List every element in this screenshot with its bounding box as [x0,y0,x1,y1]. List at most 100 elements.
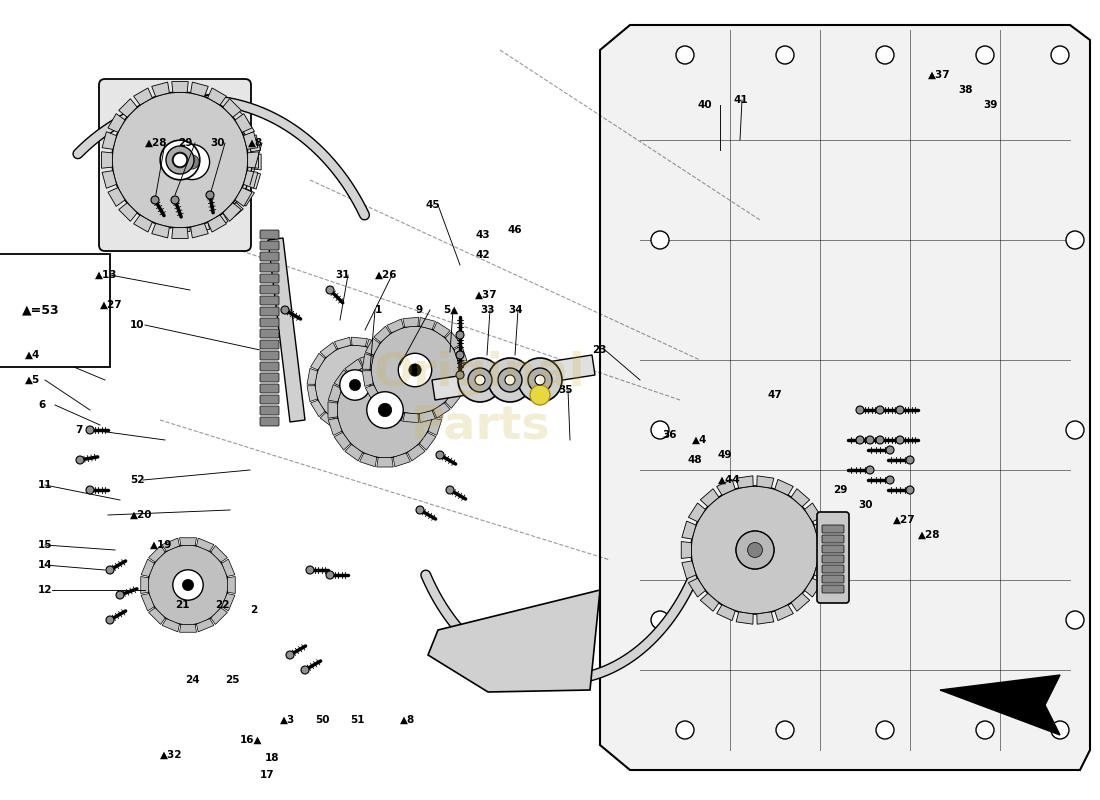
Text: 23: 23 [592,345,606,355]
Polygon shape [123,172,136,189]
Polygon shape [681,542,692,558]
Circle shape [498,368,522,392]
Text: ▲4: ▲4 [25,350,41,360]
Polygon shape [141,594,154,611]
Polygon shape [248,152,258,168]
Text: ▲20: ▲20 [130,510,153,520]
Circle shape [458,358,502,402]
Text: 30: 30 [210,138,224,148]
Circle shape [350,379,361,390]
FancyBboxPatch shape [260,329,279,338]
Polygon shape [320,342,337,358]
Polygon shape [119,98,138,118]
Polygon shape [600,25,1090,770]
Text: 46: 46 [508,225,522,235]
Polygon shape [334,433,351,450]
Polygon shape [433,322,450,337]
Polygon shape [454,346,466,362]
Polygon shape [223,98,241,118]
Polygon shape [701,594,719,611]
FancyBboxPatch shape [260,307,279,316]
Circle shape [535,375,544,385]
Polygon shape [235,188,252,206]
Polygon shape [133,215,152,232]
Circle shape [86,426,94,434]
Polygon shape [736,612,754,624]
Polygon shape [362,370,373,386]
Text: ▲26: ▲26 [375,270,397,280]
Circle shape [896,436,904,444]
Circle shape [371,326,459,414]
Polygon shape [395,377,403,393]
Circle shape [1050,46,1069,64]
Text: ▲32: ▲32 [160,750,183,760]
Circle shape [456,331,464,339]
Circle shape [1050,721,1069,739]
Circle shape [280,306,289,314]
Polygon shape [689,503,705,522]
Circle shape [736,531,774,569]
Text: 7: 7 [75,425,82,435]
Polygon shape [252,154,261,170]
Polygon shape [148,608,165,625]
Polygon shape [345,359,363,375]
Polygon shape [377,353,393,362]
Polygon shape [108,188,125,206]
Polygon shape [351,424,367,433]
Text: 16▲: 16▲ [240,735,263,745]
Polygon shape [757,612,774,624]
Polygon shape [804,578,822,597]
Text: ▲8: ▲8 [400,715,416,725]
Circle shape [876,436,884,444]
Polygon shape [108,114,125,132]
Circle shape [468,368,492,392]
Circle shape [736,531,773,569]
Polygon shape [211,608,228,625]
Polygon shape [101,152,112,168]
Circle shape [976,46,994,64]
Circle shape [876,721,894,739]
Circle shape [651,421,669,439]
Text: 42: 42 [475,250,490,260]
Polygon shape [174,220,190,231]
Circle shape [173,570,204,600]
Polygon shape [141,577,149,594]
Polygon shape [804,503,822,522]
Polygon shape [374,398,390,414]
Circle shape [530,385,550,405]
Polygon shape [320,413,337,428]
Circle shape [856,406,864,414]
Polygon shape [239,189,254,206]
Polygon shape [179,624,197,632]
Circle shape [301,666,309,674]
Polygon shape [307,369,318,384]
Polygon shape [701,489,719,506]
Circle shape [856,436,864,444]
Circle shape [112,92,248,228]
Circle shape [185,155,199,169]
Polygon shape [334,421,351,433]
FancyBboxPatch shape [260,384,279,393]
Text: 30: 30 [858,500,872,510]
Circle shape [776,721,794,739]
Polygon shape [387,407,404,421]
Text: 21: 21 [175,600,189,610]
Polygon shape [428,385,442,402]
Polygon shape [119,202,138,222]
Polygon shape [407,445,425,461]
Text: ▲13: ▲13 [95,270,118,280]
Circle shape [866,466,874,474]
Polygon shape [248,172,261,189]
Polygon shape [162,618,179,632]
Polygon shape [365,385,380,402]
FancyBboxPatch shape [260,340,279,349]
Text: ▲19: ▲19 [150,540,173,550]
Polygon shape [433,403,450,418]
Polygon shape [446,391,461,408]
Text: Original
Parts: Original Parts [374,351,586,449]
Circle shape [166,146,194,174]
Polygon shape [102,170,117,188]
Polygon shape [268,238,305,422]
Polygon shape [374,326,390,342]
Circle shape [906,486,914,494]
